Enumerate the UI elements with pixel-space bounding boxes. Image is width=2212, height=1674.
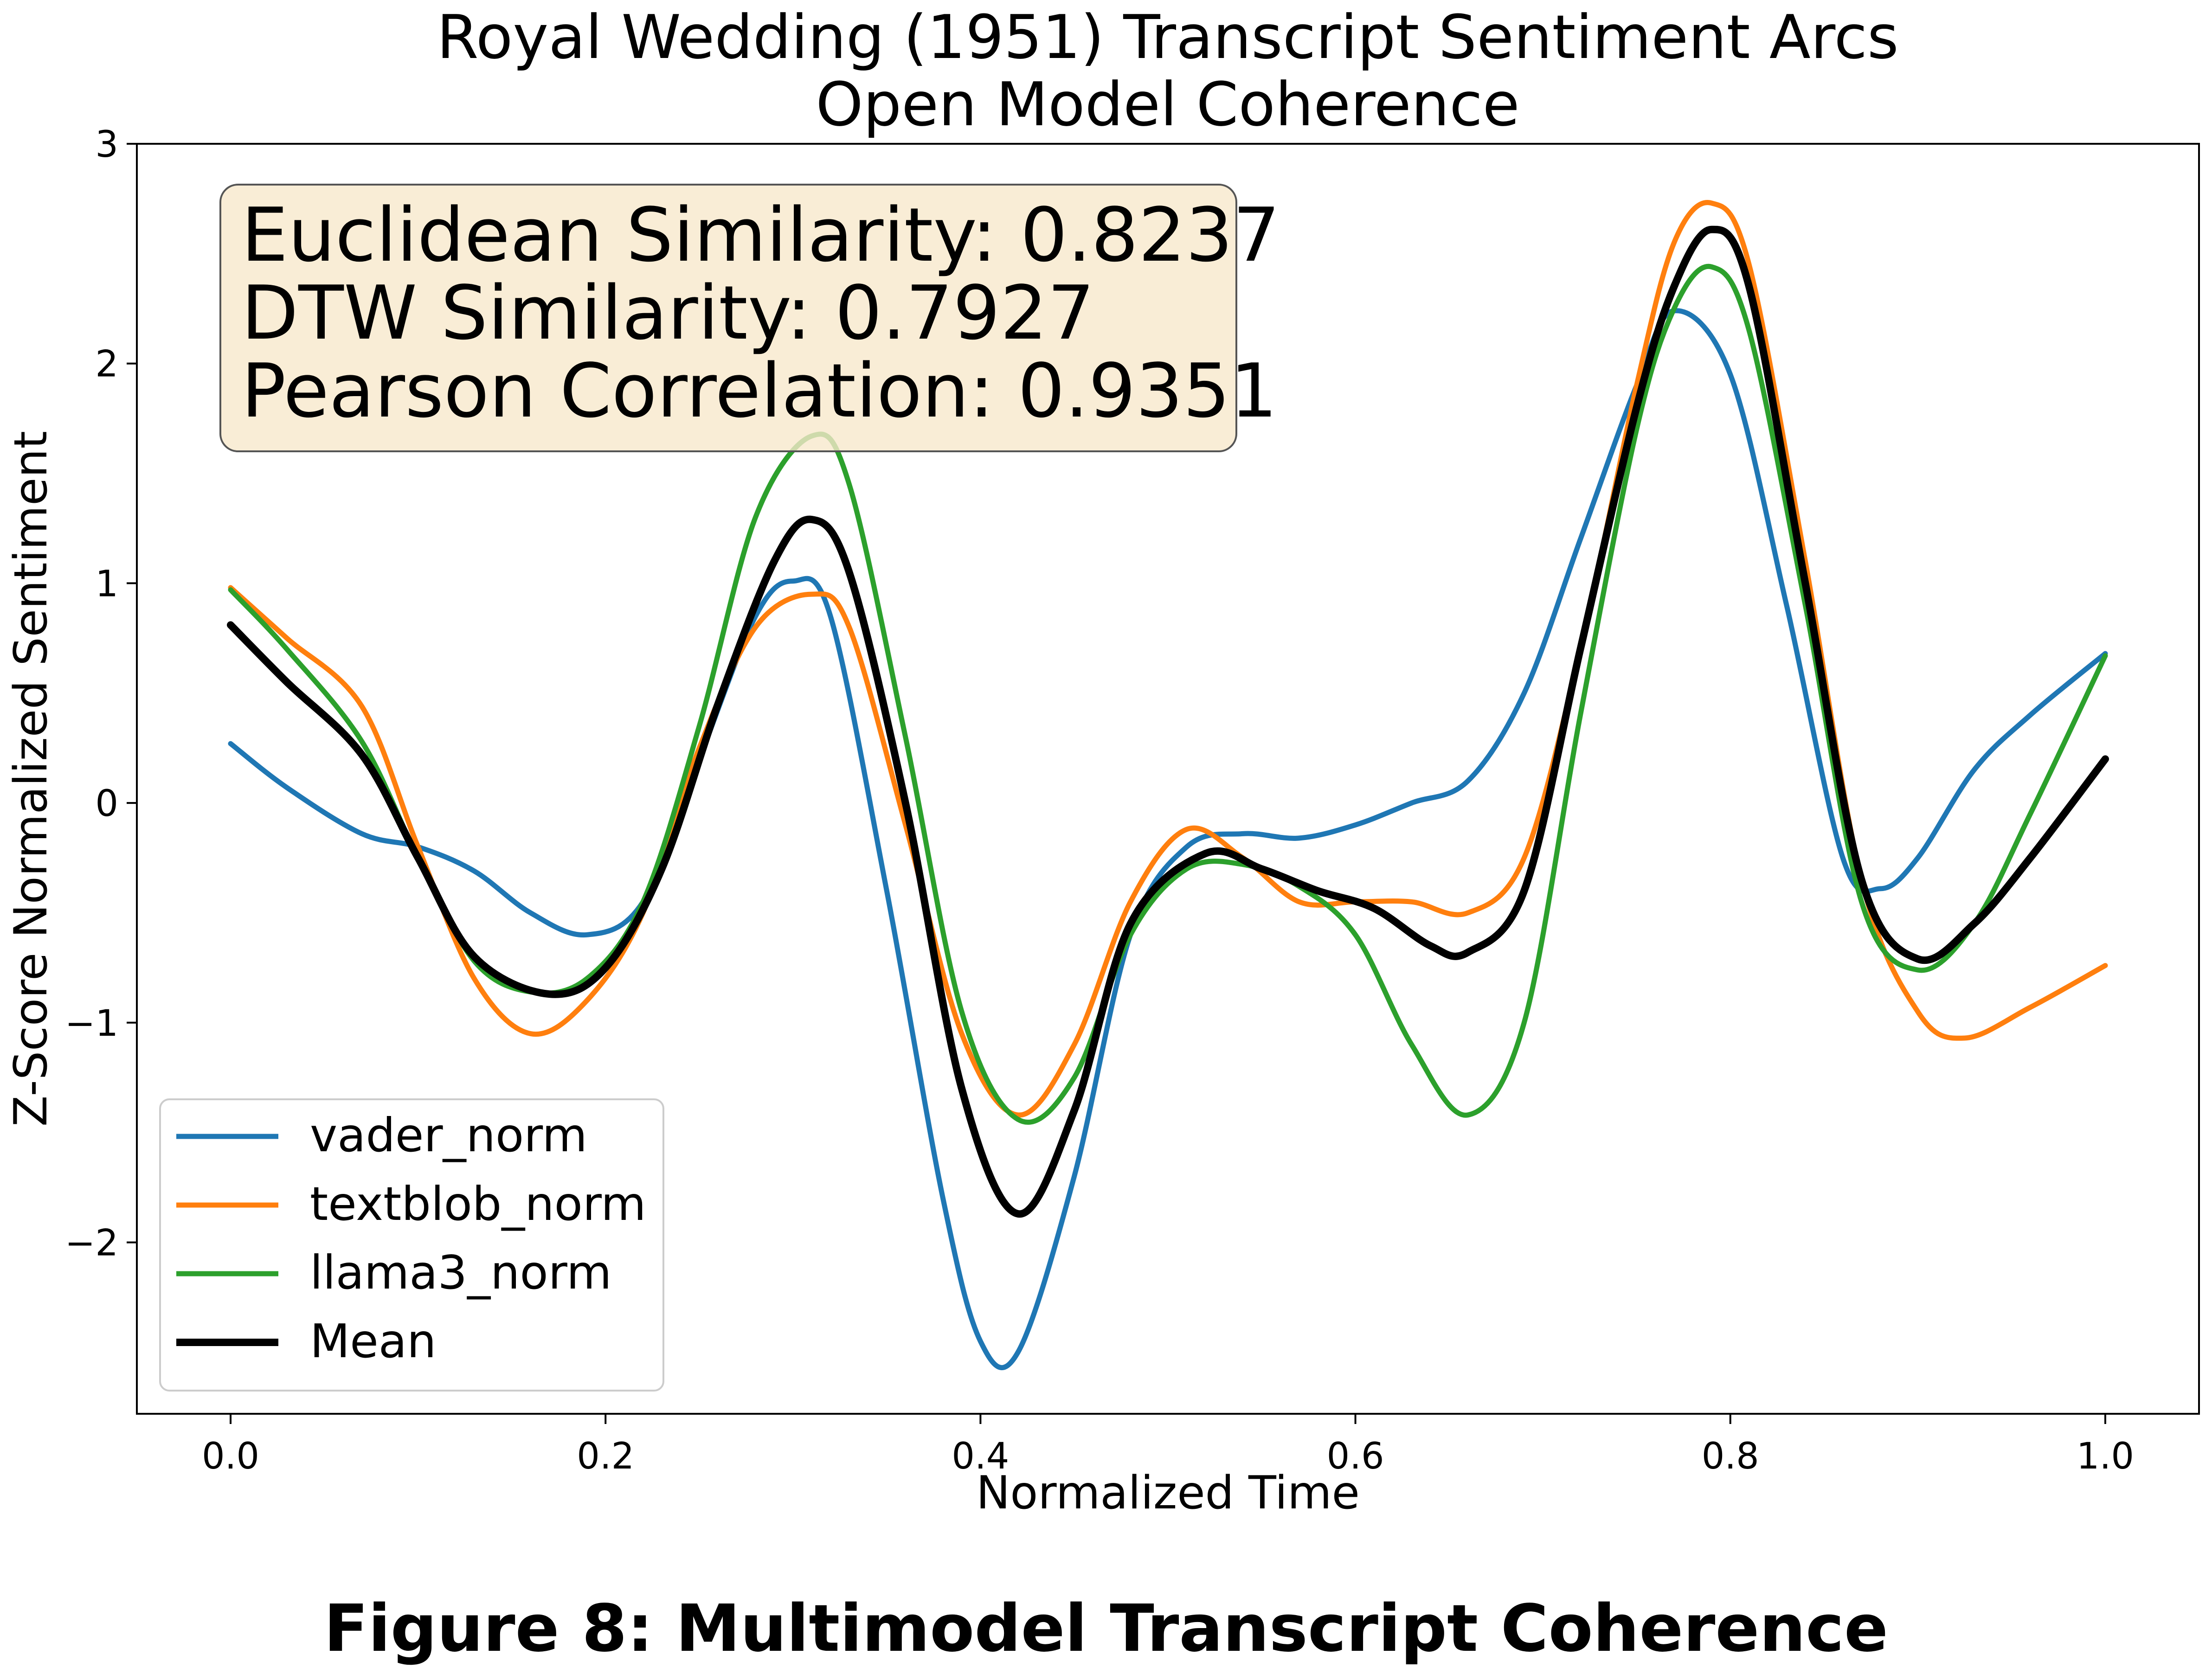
y-tick-label: −1 xyxy=(65,1003,118,1045)
series-line-mean xyxy=(227,225,2109,1218)
sentiment-chart: Royal Wedding (1951) Transcript Sentimen… xyxy=(5,2,2200,1520)
x-tick-label: 0.8 xyxy=(1702,1436,1759,1477)
annotation-box xyxy=(219,184,1237,452)
legend-label-mean: Mean xyxy=(310,1314,436,1368)
axes-layer: 0.0 0.2 0.4 0.6 0.8 1.0 −2 −1 0 1 2 3 Normalized Tim… xyxy=(5,124,2200,1520)
x-axis-label: Normalized Time xyxy=(976,1467,1360,1520)
chart-subtitle: Open Model Coherence xyxy=(816,69,1519,140)
y-tick-label: 0 xyxy=(95,783,118,825)
chart-title: Royal Wedding (1951) Transcript Sentimen… xyxy=(437,2,1898,72)
y-tick-label: −2 xyxy=(65,1223,118,1264)
legend-label-llama3: llama3_norm xyxy=(310,1245,612,1300)
series-line-textblob-norm xyxy=(228,200,2108,1118)
y-tick-label: 2 xyxy=(95,344,118,385)
plot-frame xyxy=(136,143,2200,1415)
legend-label-textblob: textblob_norm xyxy=(310,1177,646,1231)
annotation-line-dtw: DTW Similarity: 0.7927 xyxy=(241,269,1094,356)
similarity-annotation: Euclidean Similarity: 0.8237 DTW Similar… xyxy=(219,184,1280,452)
legend-label-vader: vader_norm xyxy=(310,1108,587,1162)
x-tick-label: 0.2 xyxy=(577,1436,634,1477)
legend: vader_norm textblob_norm llama3_norm Mea… xyxy=(159,1098,664,1392)
x-tick-label: 0.0 xyxy=(202,1436,259,1477)
y-axis-label: Z-Score Normalized Sentiment xyxy=(5,431,58,1127)
x-tick-label: 1.0 xyxy=(2077,1436,2134,1477)
annotation-line-pearson: Pearson Correlation: 0.9351 xyxy=(241,347,1277,434)
x-tick-label: 0.6 xyxy=(1327,1436,1384,1477)
legend-box xyxy=(159,1098,664,1392)
y-tick-label: 3 xyxy=(95,124,118,166)
series-layer xyxy=(227,200,2109,1370)
annotation-line-euclidean: Euclidean Similarity: 0.8237 xyxy=(241,192,1280,278)
x-tick-label: 0.4 xyxy=(952,1436,1009,1477)
y-tick-label: 1 xyxy=(95,563,118,605)
figure-caption: Figure 8: Multimodel Transcript Coherenc… xyxy=(324,1591,1888,1667)
